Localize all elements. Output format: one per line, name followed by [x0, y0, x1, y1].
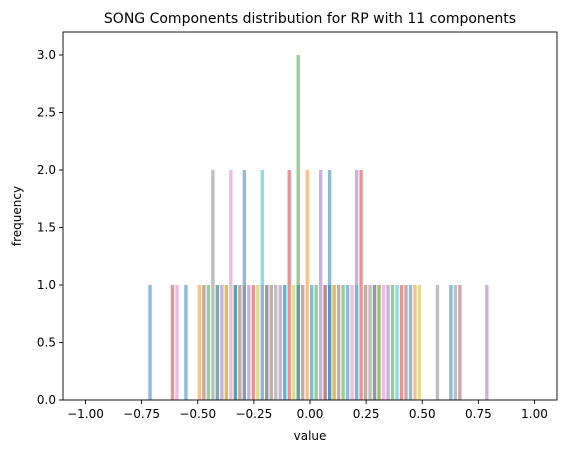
histogram-bar: [215, 285, 220, 400]
y-axis-label: frequency: [10, 186, 24, 246]
histogram-bar: [332, 285, 336, 400]
histogram-bar: [413, 285, 417, 400]
histogram-bar: [345, 285, 350, 400]
histogram-bar: [265, 285, 269, 400]
histogram-bar: [458, 285, 462, 400]
histogram-bar: [417, 285, 422, 400]
x-tick-label: 1.00: [521, 407, 548, 421]
histogram-bar: [386, 285, 390, 400]
histogram-bar: [175, 285, 179, 400]
histogram-bar: [404, 285, 408, 400]
histogram-bar: [301, 285, 305, 400]
histogram-bar: [260, 170, 264, 400]
histogram-bar: [305, 170, 309, 400]
histogram-bar: [485, 285, 489, 400]
histogram-bar: [206, 285, 211, 400]
histogram-bar: [287, 170, 291, 400]
x-tick-label: 0.25: [353, 407, 380, 421]
x-axis-ticks: −1.00 −0.75 −0.50 −0.25 0.00 0.25 0.50 0.75 1.00: [67, 400, 548, 421]
histogram-bar: [278, 285, 282, 400]
histogram-bar: [251, 285, 255, 400]
histogram-bar: [381, 285, 386, 400]
x-tick-label: −1.00: [67, 407, 104, 421]
histogram-bar: [229, 170, 233, 400]
histogram-bar: [390, 285, 395, 400]
histogram-bar: [274, 285, 278, 400]
x-tick-label: 0.00: [297, 407, 324, 421]
histogram-bar: [314, 285, 318, 400]
histogram-bar: [296, 285, 300, 400]
histogram-bar: [202, 285, 206, 400]
histogram-bar: [336, 285, 341, 400]
histogram-bar: [233, 285, 238, 400]
histogram-bar: [323, 285, 327, 400]
histogram-bar: [170, 285, 175, 400]
x-tick-label: −0.75: [123, 407, 160, 421]
bars-group: [148, 55, 489, 400]
histogram-bar: [211, 170, 215, 400]
histogram-bar: [220, 285, 224, 400]
histogram-bar: [354, 285, 359, 400]
y-tick-label: 2.5: [37, 106, 56, 120]
histogram-bar: [368, 285, 372, 400]
histogram-bar: [224, 285, 229, 400]
x-tick-label: 0.75: [465, 407, 492, 421]
y-axis-ticks: 0.0 0.5 1.0 1.5 2.0 2.5 3.0: [37, 48, 63, 407]
histogram-bar: [197, 285, 202, 400]
y-tick-label: 0.5: [37, 336, 56, 350]
x-tick-label: −0.50: [179, 407, 216, 421]
histogram-bar: [269, 285, 273, 400]
histogram-bar: [242, 285, 247, 400]
x-tick-label: 0.50: [409, 407, 436, 421]
histogram-bar: [435, 285, 440, 400]
histogram-bar: [256, 285, 260, 400]
histogram-bar: [372, 285, 377, 400]
histogram-bar: [377, 285, 381, 400]
histogram-bar: [359, 170, 363, 400]
histogram-bar: [449, 285, 453, 400]
histogram-bar: [296, 55, 300, 400]
y-tick-label: 2.0: [37, 163, 56, 177]
y-tick-label: 1.5: [37, 221, 56, 235]
histogram-bar: [247, 285, 251, 400]
y-tick-label: 1.0: [37, 278, 56, 292]
histogram-bar: [395, 285, 399, 400]
histogram-bar: [283, 285, 287, 400]
histogram-bar: [453, 285, 458, 400]
histogram-bar: [238, 285, 242, 400]
histogram-bar: [318, 170, 323, 400]
histogram-bar: [399, 285, 404, 400]
histogram-bar: [292, 285, 296, 400]
histogram-bar: [327, 285, 332, 400]
histogram-bar: [184, 285, 188, 400]
histogram-bar: [341, 285, 345, 400]
x-tick-label: −0.25: [235, 407, 272, 421]
x-axis-label: value: [294, 429, 327, 443]
chart-title: SONG Components distribution for RP with…: [104, 11, 516, 27]
histogram-bar: [363, 285, 368, 400]
histogram-bar: [310, 285, 314, 400]
histogram-bar: [350, 285, 354, 400]
y-tick-label: 0.0: [37, 393, 56, 407]
y-tick-label: 3.0: [37, 48, 56, 62]
histogram-bar: [408, 285, 413, 400]
histogram-bar: [148, 285, 152, 400]
